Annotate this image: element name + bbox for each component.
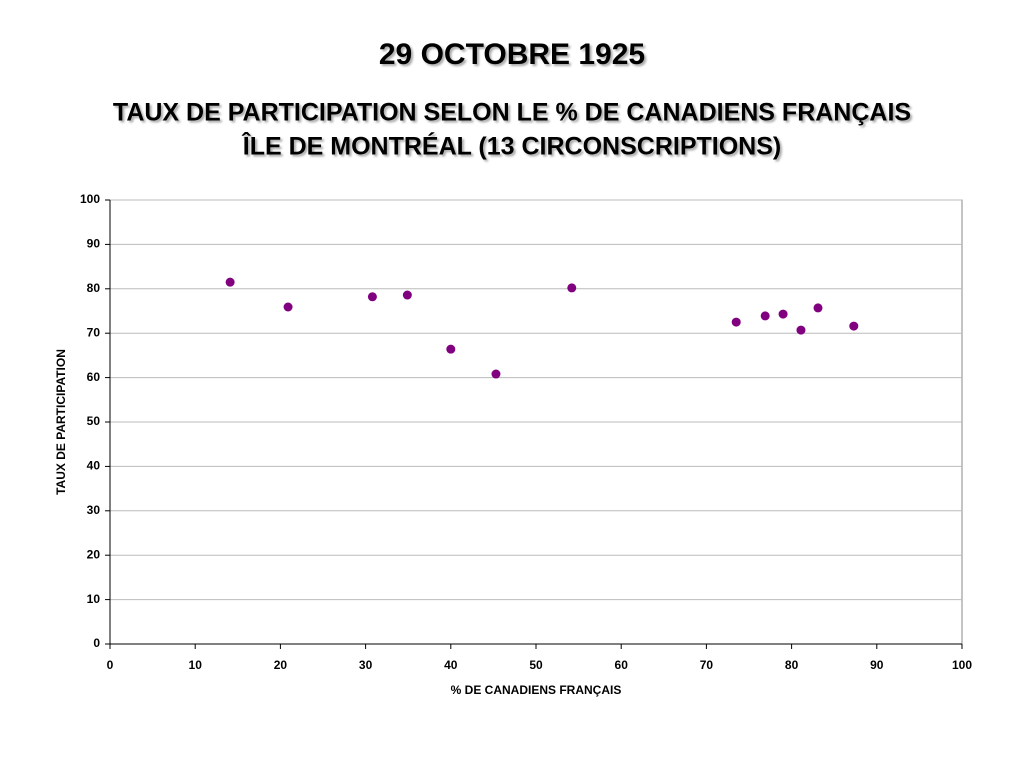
y-axis-label: TAUX DE PARTICIPATION (54, 349, 68, 495)
y-tick-label: 30 (87, 503, 101, 517)
y-tick-label: 60 (87, 370, 101, 384)
x-axis-label: % DE CANADIENS FRANÇAIS (451, 683, 622, 697)
x-tick-label: 40 (444, 658, 458, 672)
point (225, 277, 235, 287)
x-tick-label: 80 (785, 658, 799, 672)
x-tick-label: 50 (529, 658, 543, 672)
point (796, 325, 806, 335)
y-tick-label: 70 (87, 325, 101, 339)
x-tick-label: 90 (870, 658, 884, 672)
x-tick-label: 10 (189, 658, 203, 672)
point (283, 302, 293, 312)
chart-title: 29 OCTOBRE 1925 (379, 38, 645, 71)
point (778, 309, 788, 319)
x-tick-label: 60 (615, 658, 629, 672)
y-tick-label: 90 (87, 237, 101, 251)
chart-subtitle: TAUX DE PARTICIPATION SELON LE % DE CANA… (113, 99, 911, 127)
chart-subtitle: ÎLE DE MONTRÉAL (13 CIRCONSCRIPTIONS) (241, 131, 781, 161)
x-tick-label: 20 (274, 658, 288, 672)
point (760, 311, 770, 321)
point (813, 303, 823, 313)
y-tick-label: 100 (80, 192, 100, 206)
y-tick-label: 50 (87, 414, 101, 428)
point (849, 321, 859, 331)
x-tick-label: 100 (952, 658, 972, 672)
y-tick-label: 10 (87, 592, 101, 606)
point (491, 369, 501, 379)
y-tick-label: 80 (87, 281, 101, 295)
y-tick-label: 40 (87, 459, 101, 473)
x-tick-label: 70 (700, 658, 714, 672)
x-tick-label: 30 (359, 658, 373, 672)
point (731, 317, 741, 327)
point (367, 292, 377, 302)
x-tick-label: 0 (107, 658, 114, 672)
y-tick-label: 20 (87, 547, 101, 561)
point (446, 344, 456, 354)
y-tick-label: 0 (93, 636, 100, 650)
point (567, 283, 577, 293)
point (402, 290, 412, 300)
